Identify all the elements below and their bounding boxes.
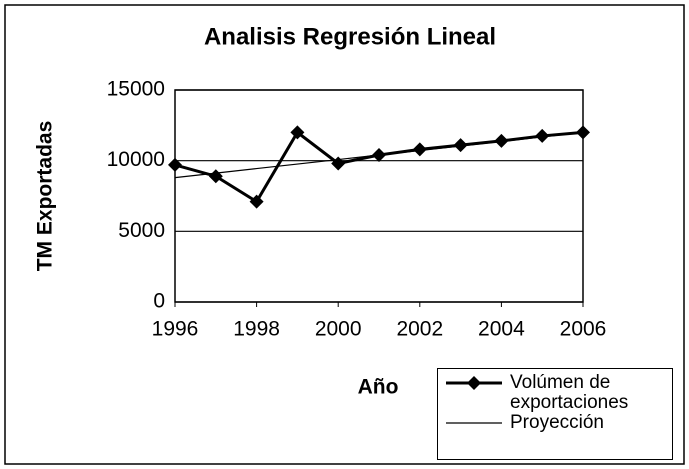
y-axis-label: TM Exportadas: [34, 121, 57, 272]
data-point: [249, 194, 264, 209]
series-line: [174, 131, 584, 179]
legend-symbol: [446, 422, 502, 424]
y-tick-label: 0: [153, 290, 165, 313]
legend-symbol: [446, 376, 502, 390]
x-tick-label: 2004: [478, 318, 525, 341]
legend-entry: Proyección: [438, 413, 672, 433]
data-point: [290, 125, 305, 140]
legend-label: Proyección: [510, 412, 604, 433]
y-tick-label: 10000: [107, 148, 165, 171]
x-tick-label: 1998: [233, 318, 280, 341]
legend-marker: [467, 376, 481, 390]
data-point: [208, 169, 223, 184]
chart-title: Analisis Regresión Lineal: [204, 23, 496, 50]
data-point: [535, 128, 550, 143]
series-line: [174, 130, 584, 204]
data-point: [453, 138, 468, 153]
x-tick-label: 2002: [396, 318, 443, 341]
y-tick-label: 5000: [118, 219, 165, 242]
outer-border: [4, 4, 685, 465]
legend-label: Volúmen de exportaciones: [510, 372, 629, 413]
y-tick-label: 15000: [107, 78, 165, 101]
data-point: [412, 142, 427, 157]
x-tick-label: 2006: [560, 318, 607, 341]
legend-entry: Volúmen de exportaciones: [438, 373, 672, 413]
x-tick-label: 2000: [315, 318, 362, 341]
legend: Volúmen de exportaciones Proyección: [437, 368, 673, 460]
data-point: [168, 157, 182, 172]
x-axis-label: Año: [358, 376, 399, 399]
x-tick-label: 1996: [152, 318, 199, 341]
plot-area: [174, 89, 584, 303]
